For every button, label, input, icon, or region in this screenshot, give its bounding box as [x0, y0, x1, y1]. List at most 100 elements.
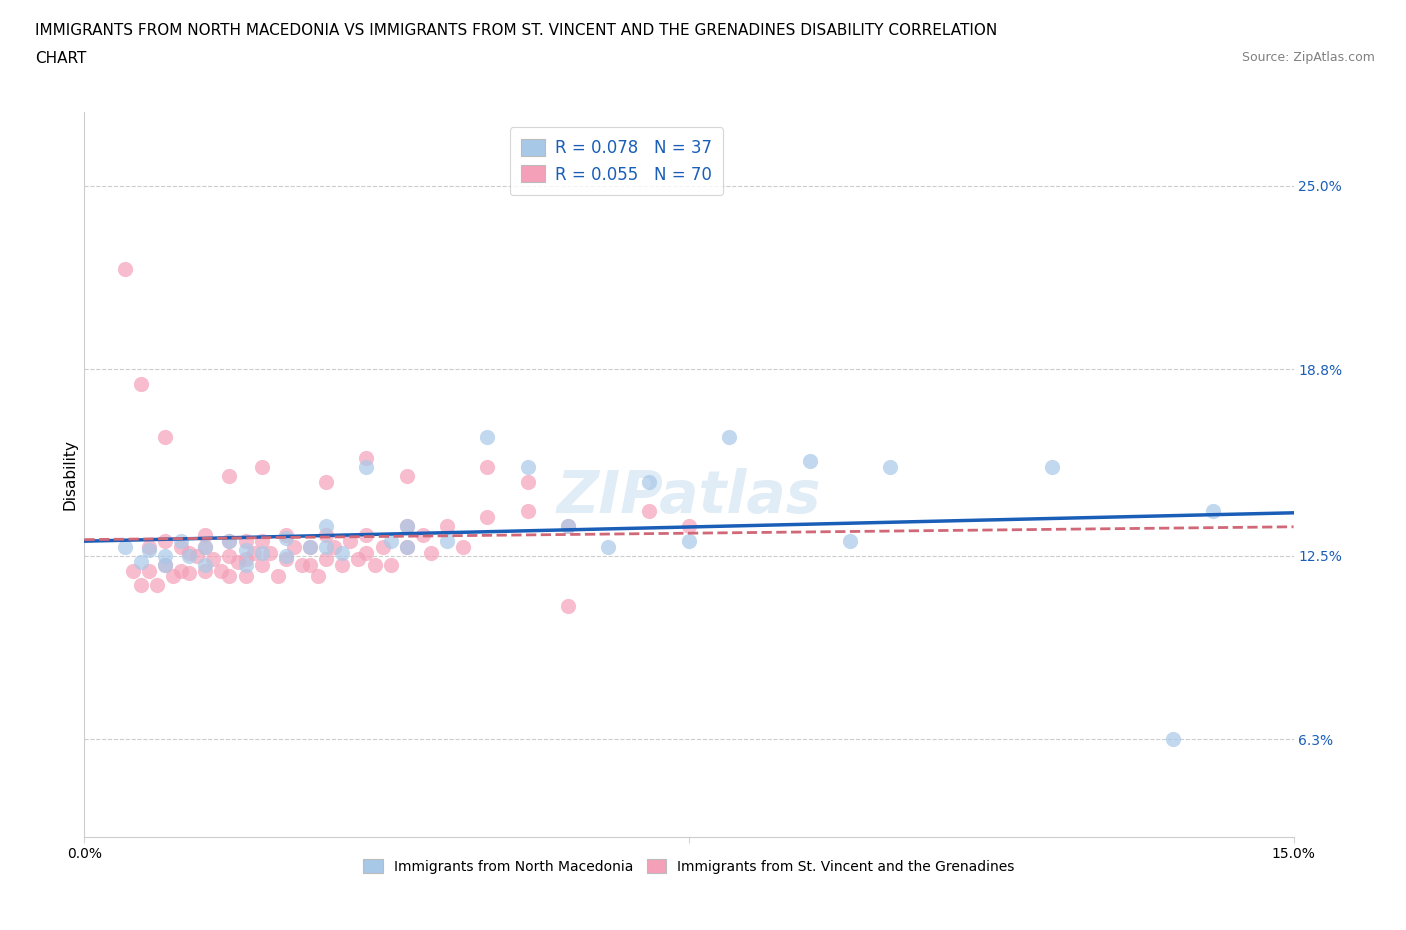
Point — [259, 545, 281, 560]
Point — [218, 549, 240, 564]
Point — [315, 527, 337, 542]
Point — [412, 527, 434, 542]
Point — [235, 551, 257, 566]
Point — [839, 534, 862, 549]
Point — [395, 519, 418, 534]
Point — [1202, 504, 1225, 519]
Point — [138, 542, 160, 557]
Point — [170, 539, 193, 554]
Point — [114, 539, 136, 554]
Point — [146, 578, 169, 592]
Point — [598, 539, 620, 554]
Point — [678, 519, 700, 534]
Point — [436, 519, 458, 534]
Point — [283, 539, 305, 554]
Point — [179, 545, 201, 560]
Point — [637, 504, 659, 519]
Point — [420, 545, 443, 560]
Point — [194, 527, 217, 542]
Point — [153, 430, 176, 445]
Point — [347, 551, 370, 566]
Point — [363, 557, 385, 572]
Point — [218, 534, 240, 549]
Point — [194, 539, 217, 554]
Point — [235, 557, 257, 572]
Point — [179, 566, 201, 581]
Point — [299, 539, 322, 554]
Point — [395, 519, 418, 534]
Point — [436, 534, 458, 549]
Point — [315, 539, 337, 554]
Point — [218, 534, 240, 549]
Point — [557, 519, 579, 534]
Point — [879, 459, 901, 474]
Point — [162, 569, 184, 584]
Point — [477, 430, 499, 445]
Point — [516, 504, 538, 519]
Point — [477, 459, 499, 474]
Point — [153, 549, 176, 564]
Point — [138, 539, 160, 554]
Point — [138, 563, 160, 578]
Point — [274, 527, 297, 542]
Point — [218, 569, 240, 584]
Point — [121, 563, 143, 578]
Point — [250, 534, 273, 549]
Point — [330, 545, 353, 560]
Point — [395, 539, 418, 554]
Point — [153, 534, 176, 549]
Point — [356, 459, 378, 474]
Point — [209, 563, 232, 578]
Point — [307, 569, 329, 584]
Point — [299, 557, 322, 572]
Point — [129, 377, 152, 392]
Point — [226, 554, 249, 569]
Point — [274, 530, 297, 545]
Point — [315, 519, 337, 534]
Point — [114, 261, 136, 276]
Point — [315, 474, 337, 489]
Point — [129, 578, 152, 592]
Point — [250, 545, 273, 560]
Text: CHART: CHART — [35, 51, 87, 66]
Point — [516, 474, 538, 489]
Point — [153, 557, 176, 572]
Point — [202, 551, 225, 566]
Point — [218, 469, 240, 484]
Point — [250, 557, 273, 572]
Point — [274, 549, 297, 564]
Point — [194, 557, 217, 572]
Point — [235, 542, 257, 557]
Text: Source: ZipAtlas.com: Source: ZipAtlas.com — [1241, 51, 1375, 64]
Point — [153, 557, 176, 572]
Point — [1161, 732, 1184, 747]
Point — [235, 534, 257, 549]
Point — [129, 554, 152, 569]
Point — [451, 539, 474, 554]
Point — [170, 563, 193, 578]
Point — [637, 474, 659, 489]
Point — [170, 534, 193, 549]
Point — [291, 557, 314, 572]
Point — [179, 549, 201, 564]
Point — [356, 527, 378, 542]
Point — [718, 430, 741, 445]
Point — [477, 510, 499, 525]
Point — [274, 551, 297, 566]
Point — [339, 534, 361, 549]
Point — [242, 545, 264, 560]
Point — [315, 551, 337, 566]
Point — [194, 539, 217, 554]
Point — [186, 549, 208, 564]
Point — [235, 569, 257, 584]
Point — [516, 459, 538, 474]
Point — [678, 534, 700, 549]
Point — [299, 539, 322, 554]
Point — [395, 469, 418, 484]
Text: ZIPatlas: ZIPatlas — [557, 468, 821, 525]
Point — [267, 569, 290, 584]
Y-axis label: Disability: Disability — [62, 439, 77, 510]
Legend: Immigrants from North Macedonia, Immigrants from St. Vincent and the Grenadines: Immigrants from North Macedonia, Immigra… — [356, 852, 1022, 881]
Point — [380, 534, 402, 549]
Point — [194, 563, 217, 578]
